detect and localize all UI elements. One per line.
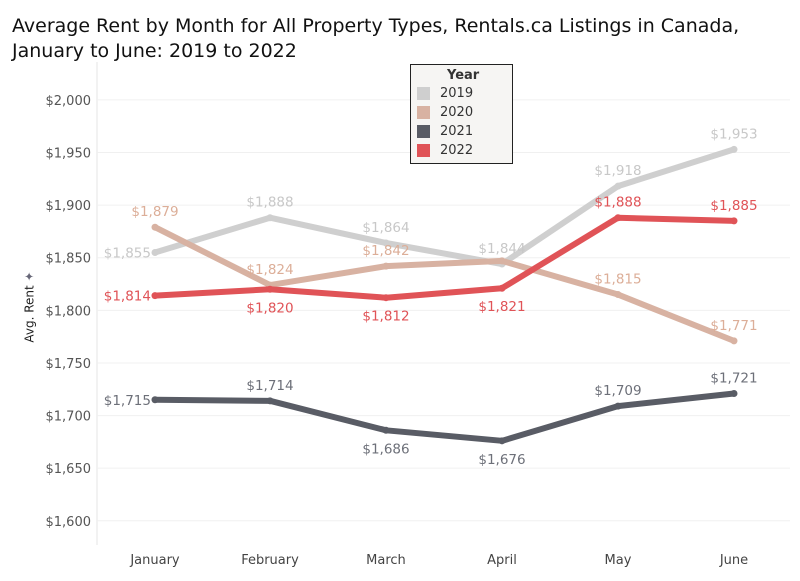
data-label: $1,864 — [362, 220, 409, 236]
data-point — [730, 337, 738, 345]
series-line-2020 — [153, 224, 736, 344]
data-label: $1,686 — [362, 441, 409, 457]
data-label: $1,888 — [594, 195, 641, 211]
data-point — [730, 217, 738, 225]
series-line-2022 — [154, 214, 735, 301]
legend-item-2019[interactable]: 2019 — [411, 84, 512, 103]
data-label: $1,771 — [710, 318, 757, 334]
y-tick-label: $1,950 — [46, 146, 92, 161]
x-tick-label: April — [487, 553, 517, 568]
data-label: $1,953 — [710, 126, 757, 142]
data-point — [382, 426, 390, 434]
legend-swatch — [417, 125, 430, 138]
data-point — [614, 214, 622, 222]
legend-item-2020[interactable]: 2020 — [411, 103, 512, 122]
data-label: $1,824 — [246, 262, 293, 278]
legend-item-2021[interactable]: 2021 — [411, 122, 512, 141]
legend-item-2022[interactable]: 2022 — [411, 141, 512, 160]
legend-swatch — [417, 144, 430, 157]
chart-title: Average Rent by Month for All Property T… — [12, 15, 740, 62]
legend[interactable]: Year 2019 2020 2021 2022 — [410, 64, 513, 164]
data-label: $1,721 — [710, 370, 757, 386]
y-tick-label: $1,850 — [46, 252, 92, 267]
data-point — [382, 262, 390, 270]
data-point — [498, 284, 506, 292]
data-label: $1,714 — [246, 378, 293, 394]
legend-label: 2019 — [440, 86, 474, 101]
data-point — [730, 389, 738, 397]
y-tick-label: $1,650 — [46, 462, 92, 477]
y-axis-label: Avg. Rent ✦ — [22, 271, 37, 343]
data-label: $1,709 — [594, 383, 641, 399]
data-label: $1,820 — [246, 300, 293, 316]
y-tick-label: $1,900 — [46, 199, 92, 214]
data-point — [614, 291, 622, 299]
x-tick-label: May — [605, 553, 632, 568]
data-point — [266, 214, 274, 222]
data-point — [614, 402, 622, 410]
data-point — [151, 223, 159, 231]
data-label: $1,855 — [104, 245, 151, 261]
data-label: $1,879 — [131, 204, 178, 220]
data-point — [382, 239, 390, 247]
y-tick-label: $2,000 — [46, 94, 92, 109]
x-tick-label: February — [241, 553, 299, 568]
x-tick-label: March — [366, 553, 406, 568]
y-tick-label: $1,800 — [46, 304, 92, 319]
data-point — [266, 285, 274, 293]
data-point — [266, 397, 274, 405]
data-label: $1,918 — [594, 163, 641, 179]
data-label: $1,812 — [362, 309, 409, 325]
x-tick-label: January — [129, 553, 180, 568]
data-label: $1,821 — [478, 299, 525, 315]
legend-label: 2021 — [440, 124, 474, 139]
y-tick-label: $1,750 — [46, 357, 92, 372]
series-line-2021 — [154, 390, 735, 444]
data-point — [151, 396, 159, 404]
data-point — [151, 292, 159, 300]
series-line-2019 — [154, 146, 735, 268]
data-label: $1,888 — [246, 195, 293, 211]
data-label: $1,842 — [362, 243, 409, 259]
legend-label: 2020 — [440, 105, 474, 120]
data-point — [730, 145, 738, 153]
y-tick-label: $1,600 — [46, 515, 92, 530]
legend-swatch — [417, 87, 430, 100]
data-label: $1,885 — [710, 198, 757, 214]
legend-swatch — [417, 106, 430, 119]
data-label: $1,715 — [104, 393, 151, 409]
data-label: $1,814 — [104, 289, 151, 305]
data-label: $1,844 — [478, 241, 525, 257]
data-label: $1,676 — [478, 452, 525, 468]
data-point — [498, 437, 506, 445]
data-point — [614, 182, 622, 190]
y-tick-label: $1,700 — [46, 410, 92, 425]
legend-title: Year — [447, 68, 480, 83]
x-tick-label: June — [719, 553, 748, 568]
legend-label: 2022 — [440, 143, 474, 158]
data-point — [382, 294, 390, 302]
pin-icon: ✦ — [22, 271, 37, 282]
data-point — [151, 248, 159, 256]
data-point — [498, 257, 506, 265]
data-label: $1,815 — [594, 272, 641, 288]
